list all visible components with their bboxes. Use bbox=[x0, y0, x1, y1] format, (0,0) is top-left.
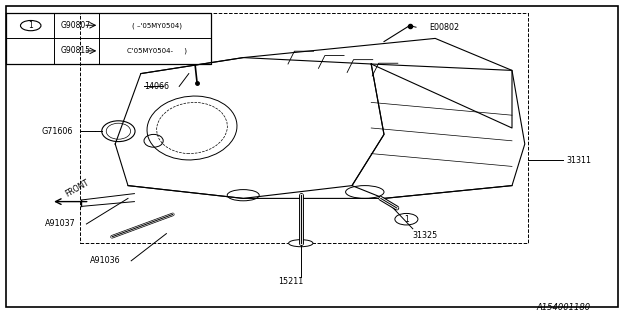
Text: G90807: G90807 bbox=[60, 21, 91, 30]
Text: G90815: G90815 bbox=[61, 46, 90, 55]
Text: 15211: 15211 bbox=[278, 277, 303, 286]
Text: 1: 1 bbox=[28, 21, 33, 30]
Text: 31325: 31325 bbox=[413, 231, 438, 240]
Text: A91037: A91037 bbox=[45, 220, 76, 228]
Ellipse shape bbox=[102, 121, 135, 142]
Text: E00802: E00802 bbox=[429, 23, 459, 32]
Text: 1: 1 bbox=[404, 215, 409, 224]
Text: 14066: 14066 bbox=[144, 82, 169, 91]
Ellipse shape bbox=[289, 240, 313, 247]
Text: A91036: A91036 bbox=[90, 256, 120, 265]
Text: A154001180: A154001180 bbox=[536, 303, 590, 312]
Text: G71606: G71606 bbox=[42, 127, 73, 136]
Text: 31311: 31311 bbox=[566, 156, 591, 164]
Text: FRONT: FRONT bbox=[63, 178, 90, 198]
Text: C'05MY0504-     ): C'05MY0504- ) bbox=[127, 48, 187, 54]
Text: ( –'05MY0504): ( –'05MY0504) bbox=[132, 22, 182, 28]
